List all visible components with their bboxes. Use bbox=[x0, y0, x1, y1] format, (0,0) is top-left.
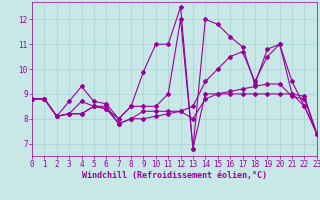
X-axis label: Windchill (Refroidissement éolien,°C): Windchill (Refroidissement éolien,°C) bbox=[82, 171, 267, 180]
